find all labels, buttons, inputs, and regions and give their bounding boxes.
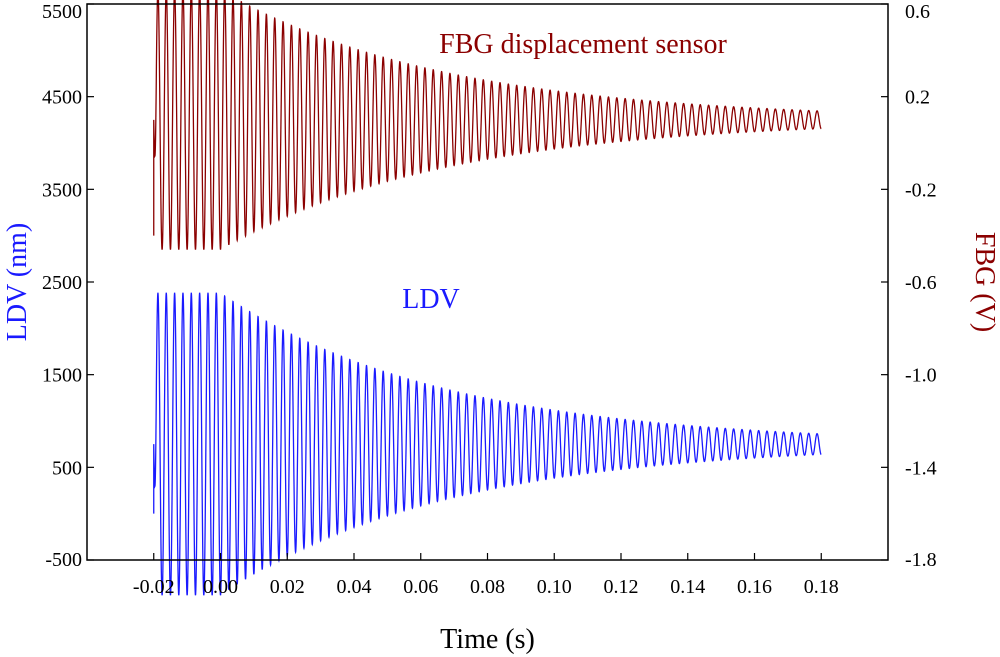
y-left-tick-label: 500: [52, 457, 82, 479]
y-left-tick-label: 3500: [42, 179, 82, 201]
x-tick-label: 0.10: [537, 576, 572, 598]
y-right-tick-label: 0.2: [905, 87, 930, 109]
y-axis-left-title: LDV (nm): [2, 223, 33, 341]
plot-frame: [86, 3, 889, 561]
ldv-series-annotation: LDV: [402, 284, 460, 315]
y-axis-left: -500 500 1500 2500 3500 4500 5500: [42, 1, 94, 571]
x-tick-label: 0.12: [604, 576, 639, 598]
fbg-series-annotation: FBG displacement sensor: [439, 29, 727, 60]
fbg-series-line: [153, 0, 822, 250]
x-tick-label: 0.18: [804, 576, 839, 598]
y-left-tick-label: 4500: [42, 87, 82, 109]
ldv-series-line: [153, 292, 822, 596]
x-tick-label: 0.02: [270, 576, 305, 598]
x-tick-label: 0.06: [403, 576, 438, 598]
y-right-tick-label: -0.2: [905, 179, 937, 201]
y-left-tick-label: 1500: [42, 365, 82, 387]
y-axis-right-title: FBG (V): [969, 232, 1000, 332]
x-tick-label: 0.04: [337, 576, 372, 598]
y-right-tick-label: -1.8: [905, 549, 937, 571]
y-right-tick-label: 0.6: [905, 1, 930, 23]
x-tick-label: -0.02: [133, 576, 175, 598]
x-tick-label: 0.16: [737, 576, 772, 598]
x-axis-title: Time (s): [440, 624, 535, 655]
y-right-tick-label: -1.0: [905, 365, 937, 387]
y-left-tick-label: -500: [45, 549, 82, 571]
x-tick-label: 0.14: [670, 576, 705, 598]
x-tick-label: 0.08: [470, 576, 505, 598]
y-left-tick-label: 5500: [42, 1, 82, 23]
x-tick-label: 0.00: [203, 576, 238, 598]
y-left-tick-label: 2500: [42, 272, 82, 294]
y-right-tick-label: -1.4: [905, 457, 937, 479]
y-right-tick-label: -0.6: [905, 272, 937, 294]
y-axis-right: -1.8 -1.4 -1.0 -0.6 -0.2 0.2 0.6: [881, 1, 937, 571]
x-axis: -0.02 0.00 0.02 0.04 0.06 0.08 0.10 0.12 0.14 0.1…: [133, 553, 839, 598]
